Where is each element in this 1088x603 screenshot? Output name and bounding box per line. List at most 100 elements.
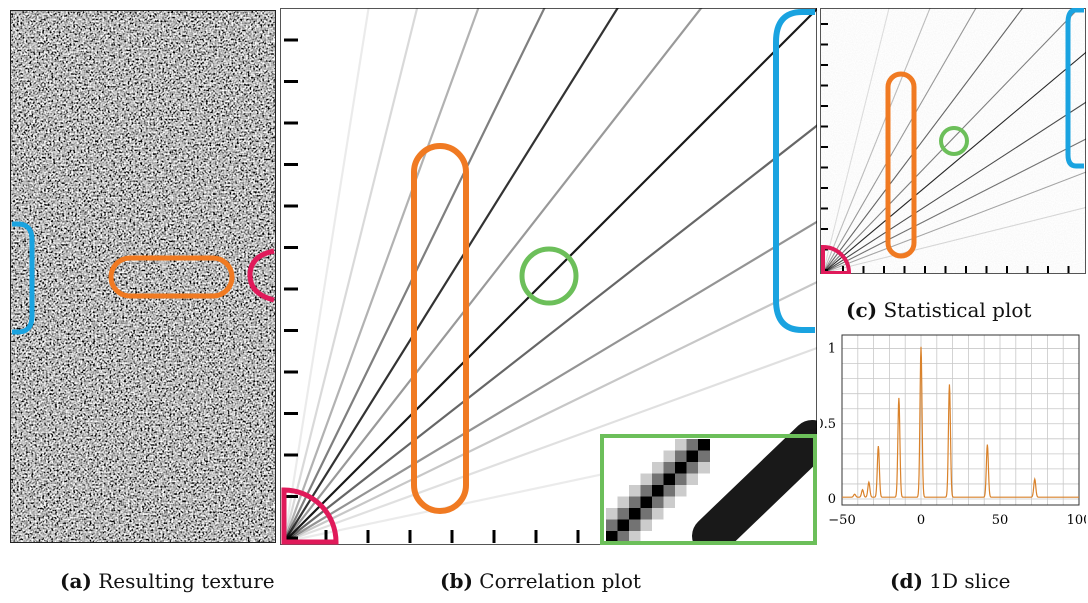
inset-pixel	[675, 519, 687, 532]
inset-pixel	[663, 496, 676, 509]
inset-pixel	[640, 473, 653, 486]
correlation-ray	[283, 0, 550, 543]
slice-x-tick-label: −50	[828, 513, 855, 528]
caption-a-text: Resulting texture	[98, 569, 275, 593]
statistical-plot-panel	[820, 0, 1088, 275]
inset-pixel	[606, 496, 618, 509]
inset-pixel	[640, 462, 653, 474]
correlation-ray	[283, 3, 823, 543]
correlation-inset	[600, 420, 832, 556]
statistical-ray	[822, 0, 892, 274]
statistical-blue-marker	[1065, 7, 1084, 169]
inset-pixel	[652, 473, 664, 486]
caption-c-tag: (c)	[846, 298, 878, 322]
inset-pixel	[617, 439, 630, 451]
caption-c-text: Statistical plot	[883, 298, 1032, 322]
statistical-ray	[822, 0, 982, 274]
inset-pixel	[617, 531, 630, 543]
inset-pixel	[617, 519, 630, 532]
texture-orange-marker	[108, 255, 235, 299]
caption-a: (a) Resulting texture	[60, 569, 275, 593]
inset-pixel	[617, 508, 630, 520]
caption-b: (b) Correlation plot	[440, 569, 641, 593]
slice-x-tick-label: 0	[917, 513, 925, 528]
correlation-green-marker	[519, 246, 579, 306]
inset-pixel	[606, 450, 618, 463]
statistical-ray	[822, 0, 934, 274]
inset-pixel	[663, 485, 676, 497]
correlation-ray	[283, 73, 884, 543]
inset-pixel	[629, 485, 641, 497]
caption-d: (d) 1D slice	[890, 569, 1011, 593]
inset-pixel	[640, 485, 653, 497]
inset-pixel	[606, 531, 618, 543]
caption-b-text: Correlation plot	[479, 569, 641, 593]
slice-x-tick-label: 100	[1067, 513, 1086, 528]
correlation-ray	[282, 0, 421, 543]
caption-a-tag: (a)	[60, 569, 92, 593]
inset-pixel	[698, 485, 710, 497]
statistical-plot	[820, 0, 1088, 275]
inset-pixel	[629, 496, 641, 509]
inset-pixel	[663, 439, 676, 451]
inset-pixel	[652, 496, 664, 509]
inset-pixel	[698, 439, 710, 451]
inset-pixel	[652, 450, 664, 463]
inset-pixel	[629, 473, 641, 486]
statistical-magenta-marker	[821, 244, 852, 275]
inset-pixel	[675, 473, 687, 486]
statistical-ray	[822, 170, 1088, 274]
inset-pixel	[640, 439, 653, 451]
slice-x-tick-label: 50	[992, 513, 1009, 528]
correlation-ray	[282, 0, 371, 543]
inset-pixel	[698, 473, 710, 486]
slice-plot-panel: −50 0 50 100 0 0.5 1	[815, 330, 1088, 570]
statistical-ray	[822, 100, 1088, 274]
inset-pixel	[698, 450, 710, 463]
inset-pixel	[606, 508, 618, 520]
correlation-ray	[283, 0, 709, 543]
statistical-ray	[822, 206, 1088, 274]
inset-pixel	[686, 462, 699, 474]
inset-pixel	[606, 462, 618, 474]
inset-pixel	[652, 508, 664, 520]
inset-pixel	[663, 450, 676, 463]
inset-pixel	[663, 519, 676, 532]
inset-pixel	[629, 462, 641, 474]
texture-magenta-marker	[247, 248, 275, 303]
correlation-magenta-marker	[281, 487, 339, 545]
caption-c: (c) Statistical plot	[846, 298, 1031, 322]
inset-pixel	[686, 485, 699, 497]
inset-pixel	[663, 462, 676, 474]
inset-pixel	[652, 462, 664, 474]
statistical-ray	[822, 0, 1088, 274]
statistical-orange-marker	[885, 71, 917, 259]
inset-pixel	[675, 496, 687, 509]
inset-pixel	[640, 519, 653, 532]
inset-pixel	[663, 531, 676, 543]
inset-pixel	[675, 450, 687, 463]
caption-d-tag: (d)	[890, 569, 923, 593]
statistical-ray	[822, 137, 1088, 274]
correlation-plot-panel	[280, 0, 1028, 556]
inset-pixel	[629, 519, 641, 532]
inset-pixel	[675, 508, 687, 520]
inset-pixel	[606, 485, 618, 497]
inset-pixel	[675, 485, 687, 497]
inset-pixel	[629, 450, 641, 463]
inset-pixel	[686, 496, 699, 509]
inset-pixel	[629, 439, 641, 451]
inset-pixel	[698, 462, 710, 474]
inset-pixel	[652, 531, 664, 543]
inset-pixel	[617, 473, 630, 486]
inset-pixel	[686, 508, 699, 520]
inset-pixel	[663, 473, 676, 486]
inset-pixel	[652, 439, 664, 451]
slice-series-line	[842, 346, 1079, 498]
caption-b-tag: (b)	[440, 569, 473, 593]
inset-pixel	[640, 531, 653, 543]
inset-pixel	[686, 439, 699, 451]
inset-pixel	[617, 450, 630, 463]
texture-panel	[10, 10, 276, 543]
inset-pixel	[629, 531, 641, 543]
